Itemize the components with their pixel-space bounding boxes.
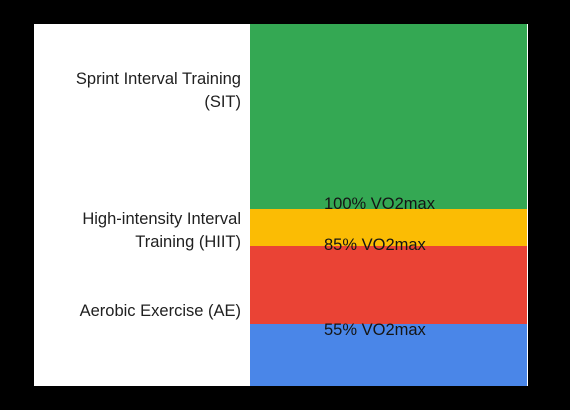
- band-ae-blue: [250, 324, 527, 386]
- band-sit-green: [250, 24, 527, 209]
- threshold-label-55: 55% VO2max: [324, 321, 426, 339]
- chart-slide: Sprint Interval Training (SIT) High-inte…: [34, 24, 528, 386]
- band-hiit-red: [250, 246, 527, 324]
- threshold-label-85: 85% VO2max: [324, 236, 426, 254]
- zone-label-ae: Aerobic Exercise (AE): [79, 302, 241, 320]
- band-hiit-yellow: [250, 209, 527, 246]
- threshold-label-100: 100% VO2max: [324, 195, 435, 213]
- zone-label-hiit: High-intensity Interval Training (HIIT): [82, 210, 241, 251]
- zone-label-sit: Sprint Interval Training (SIT): [75, 70, 241, 111]
